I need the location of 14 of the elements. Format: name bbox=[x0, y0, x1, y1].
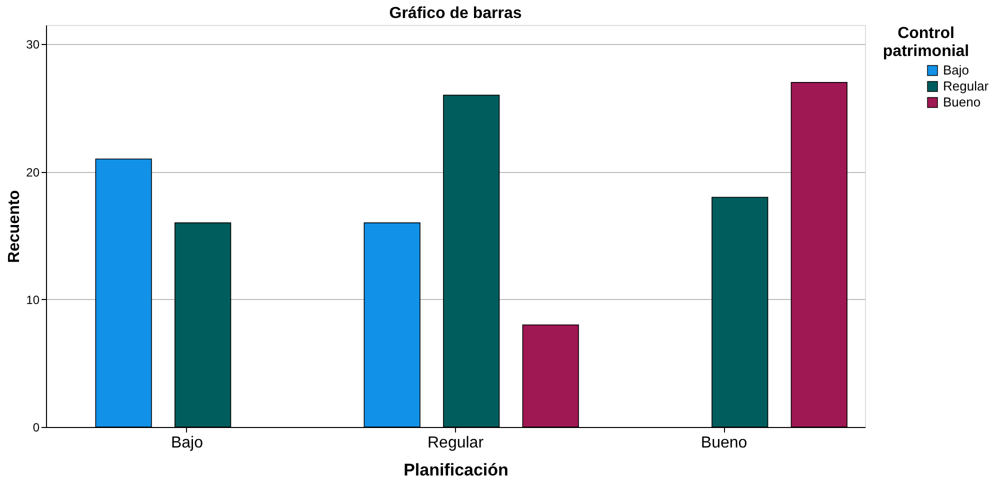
x-axis-title: Planificación bbox=[404, 460, 508, 480]
legend-title: Control patrimonial bbox=[882, 25, 970, 60]
x-tick-label: Regular bbox=[427, 434, 484, 452]
y-axis-title: Recuento bbox=[6, 190, 24, 263]
x-tick-label: Bueno bbox=[700, 434, 748, 452]
y-tick-label: 30 bbox=[26, 38, 40, 52]
y-tick-label: 0 bbox=[32, 420, 40, 434]
x-tick-label: Bajo bbox=[170, 434, 204, 452]
y-tick-label: 20 bbox=[26, 165, 40, 180]
chart-title: Gráfico de barras bbox=[389, 5, 522, 22]
legend-label: Bueno bbox=[943, 94, 981, 110]
legend-label: Regular bbox=[943, 78, 990, 94]
legend-label: Bajo bbox=[943, 62, 970, 78]
y-tick-label: 10 bbox=[26, 292, 40, 307]
